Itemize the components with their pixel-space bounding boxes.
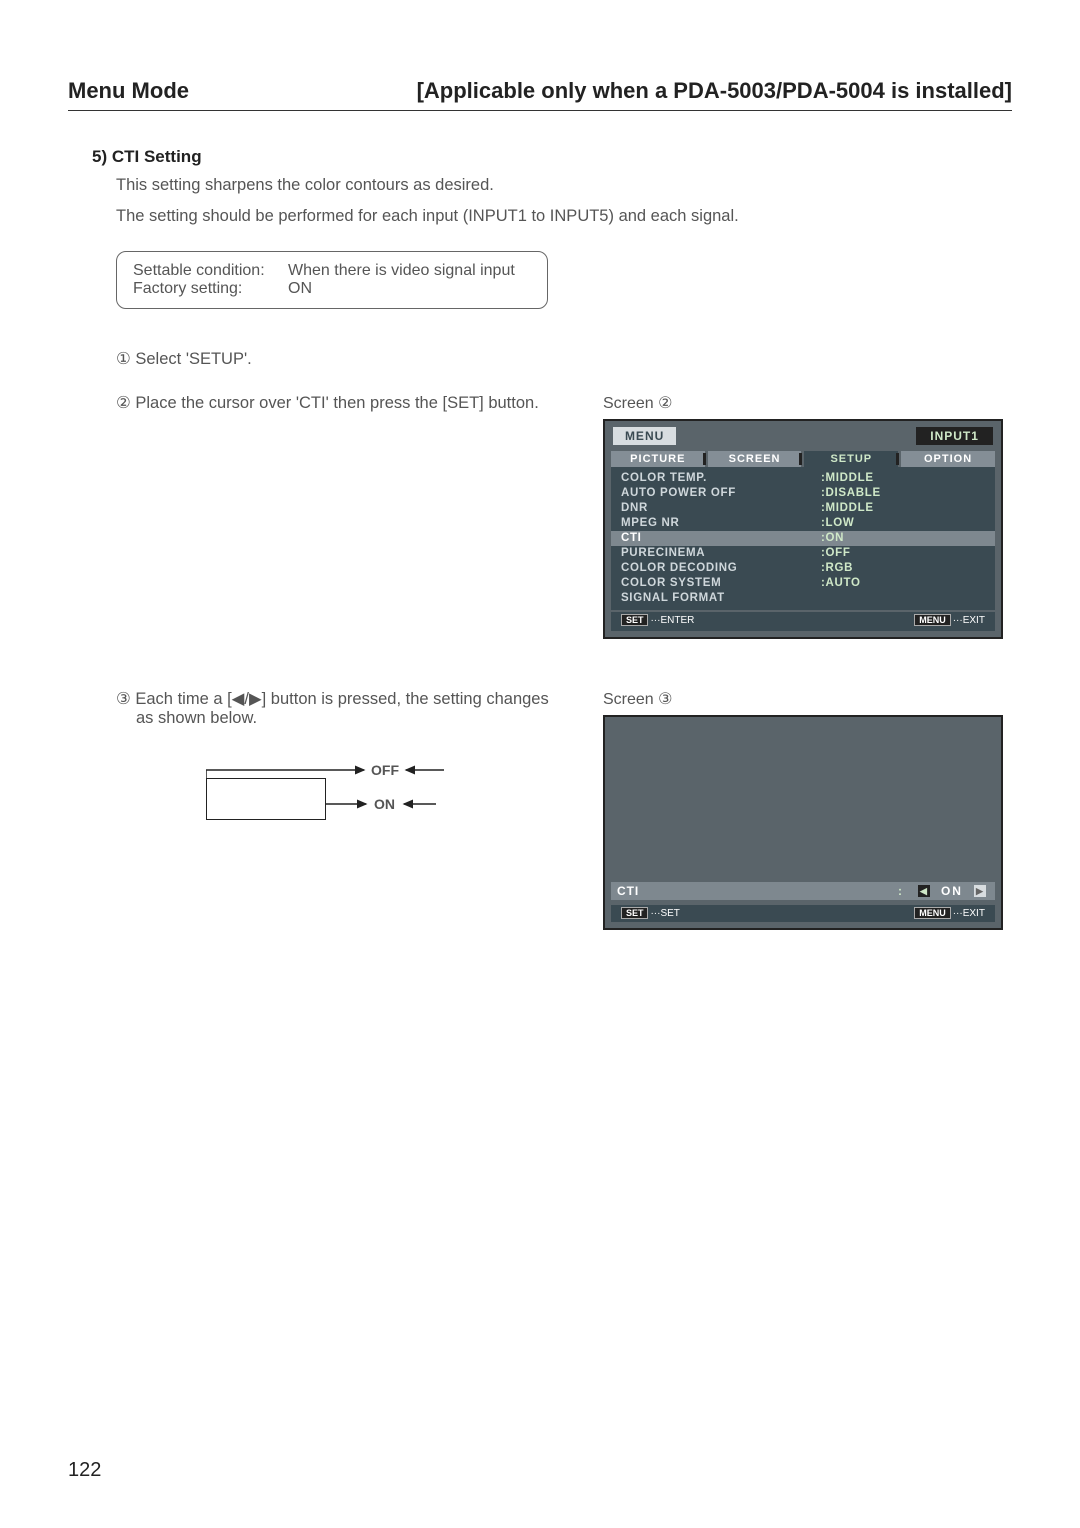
osd3-value: ON	[941, 884, 963, 898]
osd2-input-badge: INPUT1	[916, 427, 993, 445]
osd2-tab-picture[interactable]: PICTURE	[611, 451, 705, 467]
osd2-row-signal-format: SIGNAL FORMAT	[611, 591, 995, 606]
menu-key-icon-2: MENU	[914, 907, 951, 919]
osd2-tab-setup[interactable]: SETUP	[804, 451, 898, 467]
osd3-colon: :	[898, 884, 903, 898]
osd2-row-cti[interactable]: CTI:ON	[611, 531, 995, 546]
osd3-footer-left: SET···SET	[621, 908, 680, 919]
osd2-tabs: PICTURE SCREEN SETUP OPTION	[605, 451, 1001, 467]
set-key-icon: SET	[621, 614, 649, 626]
osd2-top: MENU INPUT1	[605, 421, 1001, 451]
header-left: Menu Mode	[68, 78, 189, 104]
condition-value-2: ON	[288, 280, 312, 298]
section-name: CTI Setting	[112, 147, 202, 166]
page-header: Menu Mode [Applicable only when a PDA-50…	[68, 78, 1012, 111]
osd-screen-3: CTI : ◀ ON ▶ SET···SET MENU···EXIT	[603, 715, 1003, 930]
osd2-footer: SET···ENTER MENU···EXIT	[611, 612, 995, 631]
page-number: 122	[68, 1459, 101, 1482]
header-right: [Applicable only when a PDA-5003/PDA-500…	[417, 78, 1012, 104]
condition-value-1: When there is video signal input	[288, 262, 515, 280]
step-3-line1: ③ Each time a [◀/▶] button is pressed, t…	[116, 689, 585, 709]
osd2-row-color-temp: COLOR TEMP.:MIDDLE	[611, 471, 995, 486]
condition-box: Settable condition: When there is video …	[116, 251, 548, 309]
section-title: 5) CTI Setting	[92, 147, 1012, 167]
condition-label-2: Factory setting:	[133, 280, 288, 298]
osd-screen-2: MENU INPUT1 PICTURE SCREEN SETUP OPTION …	[603, 419, 1003, 639]
steps-block: ① Select 'SETUP'. ② Place the cursor ove…	[116, 349, 1012, 930]
left-arrow-icon[interactable]: ◀	[918, 885, 930, 897]
osd2-footer-right: MENU···EXIT	[914, 615, 985, 626]
osd2-menu-badge: MENU	[613, 427, 676, 445]
cycle-diagram: OFF ON	[206, 758, 466, 838]
step-3-line2: as shown below.	[136, 709, 585, 728]
osd2-row-color-system: COLOR SYSTEM:AUTO	[611, 576, 995, 591]
section-desc-1: This setting sharpens the color contours…	[116, 173, 1012, 198]
step-2-row: ② Place the cursor over 'CTI' then press…	[116, 393, 1012, 639]
screen3-label: Screen ③	[603, 689, 1012, 709]
step-3-row: ③ Each time a [◀/▶] button is pressed, t…	[116, 689, 1012, 930]
condition-label-1: Settable condition:	[133, 262, 288, 280]
osd3-value-row: CTI : ◀ ON ▶	[611, 882, 995, 900]
osd2-tab-option[interactable]: OPTION	[901, 451, 995, 467]
section-number: 5)	[92, 147, 107, 166]
osd2-footer-left: SET···ENTER	[621, 615, 694, 626]
condition-row-1: Settable condition: When there is video …	[133, 262, 531, 280]
osd3-footer-right: MENU···EXIT	[914, 908, 985, 919]
osd2-row-mpeg-nr: MPEG NR:LOW	[611, 516, 995, 531]
osd2-row-auto-power-off: AUTO POWER OFF:DISABLE	[611, 486, 995, 501]
section-desc-2: The setting should be performed for each…	[116, 204, 1012, 229]
osd2-row-dnr: DNR:MIDDLE	[611, 501, 995, 516]
cycle-arrows-svg	[206, 758, 466, 838]
osd2-body: COLOR TEMP.:MIDDLE AUTO POWER OFF:DISABL…	[611, 467, 995, 610]
step-2: ② Place the cursor over 'CTI' then press…	[116, 393, 585, 413]
osd3-footer: SET···SET MENU···EXIT	[611, 905, 995, 922]
osd2-row-purecinema: PURECINEMA:OFF	[611, 546, 995, 561]
condition-row-2: Factory setting: ON	[133, 280, 531, 298]
osd2-row-color-decoding: COLOR DECODING:RGB	[611, 561, 995, 576]
osd2-tab-screen[interactable]: SCREEN	[708, 451, 802, 467]
set-key-icon-2: SET	[621, 907, 649, 919]
step-1: ① Select 'SETUP'.	[116, 349, 1012, 369]
screen2-label: Screen ②	[603, 393, 1012, 413]
menu-key-icon: MENU	[914, 614, 951, 626]
right-arrow-icon[interactable]: ▶	[974, 885, 986, 897]
osd3-param-name: CTI	[617, 884, 639, 898]
